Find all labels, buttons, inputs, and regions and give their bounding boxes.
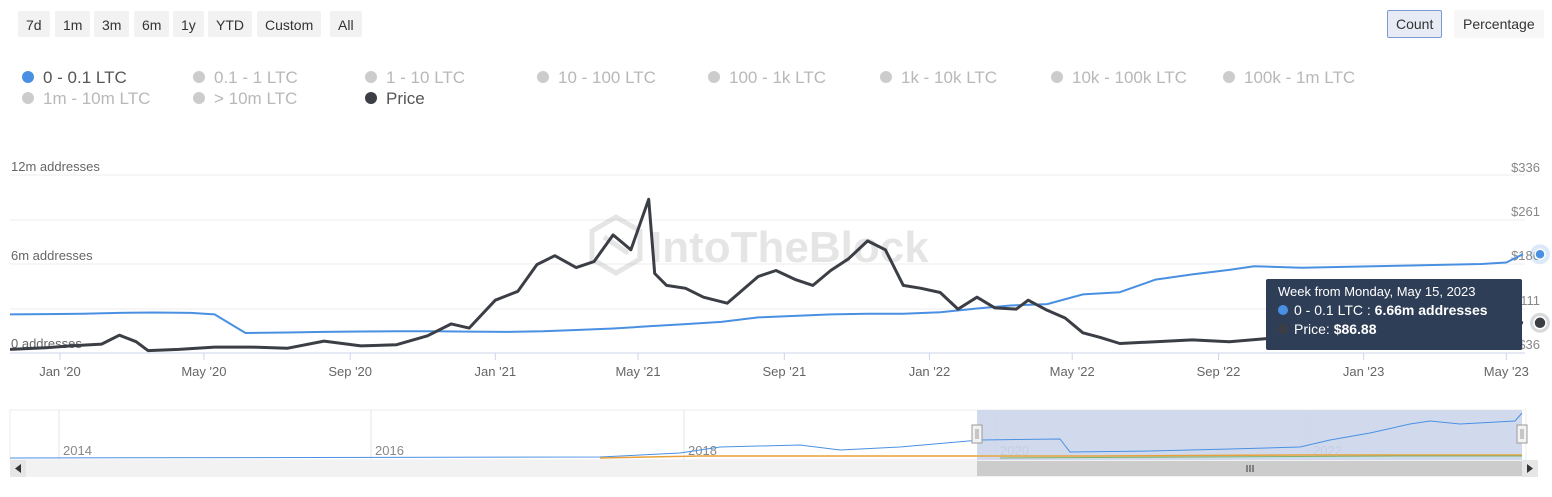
- series-dot-icon: [365, 71, 377, 84]
- y-right-tick-186: $186: [1511, 248, 1540, 263]
- series-dot-icon: [193, 71, 205, 84]
- y-left-tick-12m: 12m addresses: [11, 159, 100, 174]
- navigator-series: [9, 412, 1523, 459]
- x-tick-label: Sep '22: [1197, 364, 1241, 379]
- series-dot-icon: [1278, 324, 1288, 334]
- series-group: [10, 197, 1524, 353]
- tooltip-title: Week from Monday, May 15, 2023: [1278, 284, 1476, 299]
- x-tick-label: May '23: [1484, 364, 1529, 379]
- y-right-tick-261: $261: [1511, 204, 1540, 219]
- range-ytd-button[interactable]: YTD: [208, 11, 252, 37]
- series-line-price: [10, 197, 1524, 353]
- range-3m-button[interactable]: 3m: [94, 11, 130, 37]
- y-right-tick-336: $336: [1511, 160, 1540, 175]
- hover-marker-price: [1533, 316, 1547, 330]
- x-tick-label: Jan '23: [1343, 364, 1385, 379]
- navigator-selection[interactable]: [977, 410, 1522, 460]
- legend-item-1m-10m-ltc[interactable]: 1m - 10m LTC: [22, 89, 150, 109]
- legend-item-10k-100k-ltc[interactable]: 10k - 100k LTC: [1051, 68, 1187, 88]
- navigator-tick-label: 2016: [375, 443, 404, 458]
- legend-item-0.1-1-ltc[interactable]: 0.1 - 1 LTC: [193, 68, 298, 88]
- legend-label: 1m - 10m LTC: [43, 89, 151, 108]
- series-dot-icon: [1223, 71, 1235, 84]
- navigator-handle-left[interactable]: [971, 424, 983, 444]
- legend-label: 1 - 10 LTC: [386, 68, 466, 87]
- series-dot-icon: [22, 71, 34, 84]
- x-tick-label: Jan '22: [909, 364, 951, 379]
- legend-item-100k-1m-ltc[interactable]: 100k - 1m LTC: [1223, 68, 1355, 88]
- tooltip-series2-name: Price: [1294, 321, 1326, 337]
- hover-marker-addresses: [1534, 248, 1546, 260]
- scrollbar-grip-icon: [1246, 465, 1254, 472]
- svg-text:IntoTheBlock: IntoTheBlock: [650, 223, 929, 272]
- percentage-button[interactable]: Percentage: [1454, 10, 1544, 38]
- navigator[interactable]: 20142016201820202022: [9, 409, 1538, 477]
- legend-item-0-0.1-ltc[interactable]: 0 - 0.1 LTC: [22, 68, 127, 88]
- legend-item-price[interactable]: Price: [365, 89, 425, 109]
- x-axis: Jan '20 May '20 Sep '20 Jan '21 May '21 Sep '…: [39, 353, 1529, 379]
- series-dot-icon: [22, 92, 34, 105]
- range-1m-button[interactable]: 1m: [55, 11, 91, 37]
- legend-label: 0.1 - 1 LTC: [214, 68, 298, 87]
- arrow-left-icon: [15, 464, 21, 473]
- x-tick-label: Jan '20: [39, 364, 81, 379]
- tooltip-series1-value: 6.66m addresses: [1374, 302, 1488, 318]
- series-dot-icon: [708, 71, 720, 84]
- legend-label: 0 - 0.1 LTC: [43, 68, 127, 87]
- legend-label: 10 - 100 LTC: [558, 68, 656, 87]
- legend-item-100-1k-ltc[interactable]: 100 - 1k LTC: [708, 68, 826, 88]
- y-right-tick-36: $36: [1518, 337, 1540, 352]
- tooltip-series1-name: 0 - 0.1 LTC: [1294, 302, 1363, 318]
- arrow-right-icon: [1527, 464, 1533, 473]
- navigator-line-other: [599, 454, 1522, 459]
- tooltip-row-addresses: 0 - 0.1 LTC : 6.66m addresses: [1278, 302, 1510, 318]
- legend-item-1-10-ltc[interactable]: 1 - 10 LTC: [365, 68, 465, 88]
- legend-item-1k-10k-ltc[interactable]: 1k - 10k LTC: [880, 68, 997, 88]
- y-left-tick-6m: 6m addresses: [11, 248, 93, 263]
- range-custom-button[interactable]: Custom: [257, 11, 322, 37]
- x-tick-label: May '21: [615, 364, 660, 379]
- range-1y-button[interactable]: 1y: [173, 11, 204, 37]
- x-tick-label: May '20: [181, 364, 226, 379]
- count-button[interactable]: Count: [1387, 10, 1443, 38]
- series-dot-icon: [537, 71, 549, 84]
- series-dot-icon: [1278, 305, 1288, 315]
- navigator-line-other: [999, 455, 1522, 459]
- tooltip-row-price: Price: $86.88: [1278, 321, 1510, 337]
- legend-item-10-100-ltc[interactable]: 10 - 100 LTC: [537, 68, 656, 88]
- legend-label: 1k - 10k LTC: [901, 68, 998, 87]
- legend-item-gt-10m-ltc[interactable]: > 10m LTC: [193, 89, 297, 109]
- x-tick-label: Sep '20: [328, 364, 372, 379]
- navigator-handle-right[interactable]: [1516, 424, 1528, 444]
- range-7d-button[interactable]: 7d: [18, 11, 50, 37]
- series-dot-icon: [880, 71, 892, 84]
- legend-label: 100 - 1k LTC: [729, 68, 827, 87]
- range-6m-button[interactable]: 6m: [134, 11, 170, 37]
- range-all-button[interactable]: All: [330, 11, 362, 37]
- navigator-tick-label: 2014: [63, 443, 92, 458]
- navigator-tick-label: 2018: [688, 443, 717, 458]
- legend-label: > 10m LTC: [214, 89, 298, 108]
- legend-label: Price: [386, 89, 425, 108]
- legend-label: 100k - 1m LTC: [1244, 68, 1356, 87]
- tooltip-series2-value: $86.88: [1333, 321, 1377, 337]
- x-tick-label: Sep '21: [762, 364, 806, 379]
- series-dot-icon: [1051, 71, 1063, 84]
- legend-label: 10k - 100k LTC: [1072, 68, 1187, 87]
- series-line-addresses: [10, 253, 1524, 334]
- x-tick-label: Jan '21: [475, 364, 517, 379]
- tooltip: Week from Monday, May 15, 2023 0 - 0.1 L…: [1266, 279, 1522, 350]
- x-tick-label: May '22: [1050, 364, 1095, 379]
- series-dot-icon: [193, 92, 205, 105]
- series-dot-icon: [365, 92, 377, 105]
- navigator-line-addresses: [9, 412, 1523, 459]
